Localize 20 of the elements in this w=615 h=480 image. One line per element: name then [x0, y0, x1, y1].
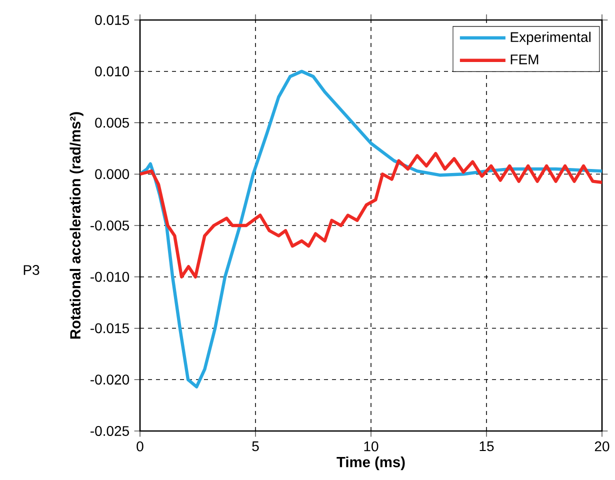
x-tick-label: 5	[252, 441, 259, 452]
y-tick-label: -0.020	[90, 374, 130, 385]
y-tick-label: 0.010	[95, 66, 130, 76]
y-tick-label: 0.015	[95, 15, 129, 25]
x-axis-title: Time (ms)	[336, 456, 405, 470]
legend-label: FEM	[510, 54, 538, 64]
x-tick-label: 10	[364, 441, 378, 452]
legend-label: Experimental	[510, 32, 590, 45]
line-series	[140, 152, 602, 278]
y-tick-label: 0.000	[95, 169, 130, 180]
x-tick-label: 15	[480, 441, 494, 452]
x-tick-label: 0	[136, 441, 144, 452]
y-tick-label: -0.015	[90, 323, 129, 334]
y-tick-label: -0.025	[90, 426, 129, 436]
y-tick-label: 0.005	[95, 118, 129, 128]
y-axis-title: Rotational acceleration (rad/ms²)	[70, 112, 84, 339]
y-tick-label: -0.005	[90, 220, 129, 230]
text: P3	[24, 265, 40, 275]
y-tick-label: -0.010	[90, 272, 130, 282]
x-tick-label: 20	[594, 441, 610, 452]
